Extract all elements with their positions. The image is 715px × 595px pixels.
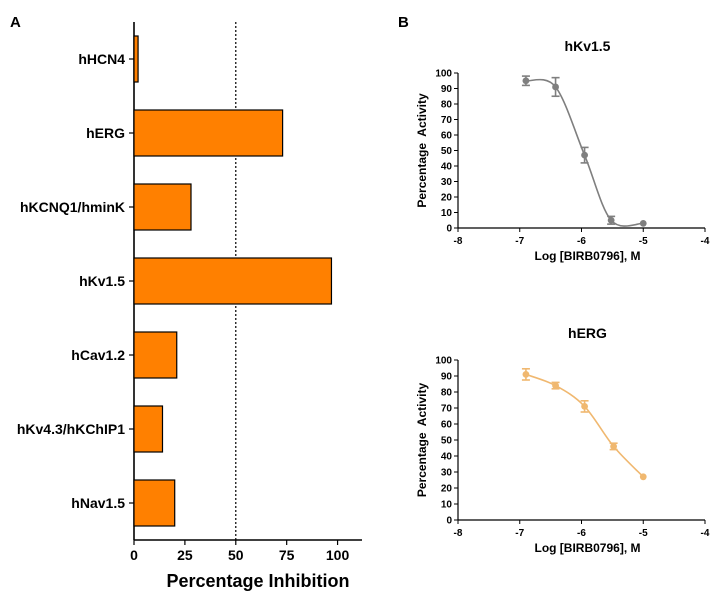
bar-hcav1-2 <box>133 331 178 379</box>
x-tick-label: -4 <box>701 236 710 247</box>
category-label: hKv4.3/hKChIP1 <box>17 421 125 437</box>
y-tick-label: 100 <box>435 69 452 80</box>
fit-curve <box>525 373 644 478</box>
data-point <box>522 77 530 85</box>
data-point <box>552 382 559 389</box>
y-tick-label: 50 <box>441 436 453 447</box>
x-tick-label: 50 <box>228 547 244 563</box>
bar-hkv4-3-hkchip1 <box>133 405 164 453</box>
bar-herg <box>133 109 284 157</box>
data-point <box>607 216 615 224</box>
category-label: hNav1.5 <box>71 495 125 511</box>
y-tick-label: 70 <box>441 115 453 126</box>
y-tick-label: 20 <box>441 193 453 204</box>
y-tick-label: 60 <box>441 420 453 431</box>
y-tick-label: 90 <box>441 372 453 383</box>
x-tick-label: -5 <box>639 528 648 539</box>
y-tick-label: 30 <box>441 468 453 479</box>
y-tick-label: 100 <box>435 356 452 367</box>
y-tick-label: 90 <box>441 84 453 95</box>
x-tick-label: 75 <box>279 547 295 563</box>
y-tick-label: 0 <box>446 516 452 527</box>
x-tick-label: -7 <box>515 528 524 539</box>
data-point <box>581 403 588 410</box>
x-tick-label: -7 <box>515 236 524 247</box>
x-tick-label: -6 <box>577 236 586 247</box>
y-tick-label: 80 <box>441 388 453 399</box>
y-tick-label: 70 <box>441 404 453 415</box>
panel-label-a: A <box>10 14 21 31</box>
bar-chart-percentage-inhibition: hHCN4 hERG hKCNQ1/hminK hKv1.5 hCav1.2 hKv4.3… <box>17 22 362 591</box>
dose-response-chart-hkv15: hKv1.5 0 10 20 30 40 50 60 70 80 90 100 -8 -7 -6 -5 -4 Lo… <box>415 38 710 263</box>
x-tick-label: 0 <box>130 547 138 563</box>
y-tick-label: 0 <box>446 224 452 235</box>
y-tick-label: 10 <box>441 500 453 511</box>
data-point <box>522 371 530 378</box>
bar-hhcn4 <box>133 35 139 83</box>
category-label: hKCNQ1/hminK <box>20 199 125 215</box>
x-tick-label: -5 <box>639 236 648 247</box>
category-label: hERG <box>86 125 125 141</box>
y-tick-label: 10 <box>441 208 453 219</box>
chart-title: hERG <box>568 325 607 341</box>
x-axis-title: Log [BIRB0796], M <box>534 249 640 263</box>
x-tick-label: 100 <box>326 547 350 563</box>
y-axis-title: Percentage Activity <box>415 93 429 208</box>
data-point <box>581 151 588 159</box>
y-tick-label: 50 <box>441 146 453 157</box>
bar-hnav1-5 <box>133 479 176 527</box>
x-axis-title: Log [BIRB0796], M <box>534 541 640 555</box>
y-tick-label: 80 <box>441 100 453 111</box>
y-tick-label: 30 <box>441 177 453 188</box>
x-tick-label: -8 <box>454 528 463 539</box>
dose-response-chart-herg: hERG 0 10 20 30 40 50 60 70 80 90 100 -8 -7 -6 -5 -4 Log … <box>415 325 710 555</box>
data-point <box>639 473 647 481</box>
category-label: hCav1.2 <box>71 347 125 363</box>
x-tick-label: 25 <box>177 547 193 563</box>
bar-hkcnq1-hmink <box>133 183 192 231</box>
category-label: hHCN4 <box>78 51 125 67</box>
y-tick-label: 20 <box>441 484 453 495</box>
data-point <box>639 219 647 227</box>
x-tick-label: -6 <box>577 528 586 539</box>
bar-hkv1-5 <box>133 257 333 305</box>
y-tick-label: 60 <box>441 131 453 142</box>
y-axis-title: Percentage Activity <box>415 383 429 498</box>
y-tick-label: 40 <box>441 162 453 173</box>
x-axis-title: Percentage Inhibition <box>166 571 349 591</box>
category-label: hKv1.5 <box>79 273 125 289</box>
panel-label-b: B <box>398 14 409 31</box>
x-tick-label: -8 <box>454 236 463 247</box>
data-point <box>552 83 559 91</box>
chart-title: hKv1.5 <box>565 38 611 54</box>
y-tick-label: 40 <box>441 452 453 463</box>
data-point <box>610 443 618 450</box>
x-tick-label: -4 <box>701 528 710 539</box>
